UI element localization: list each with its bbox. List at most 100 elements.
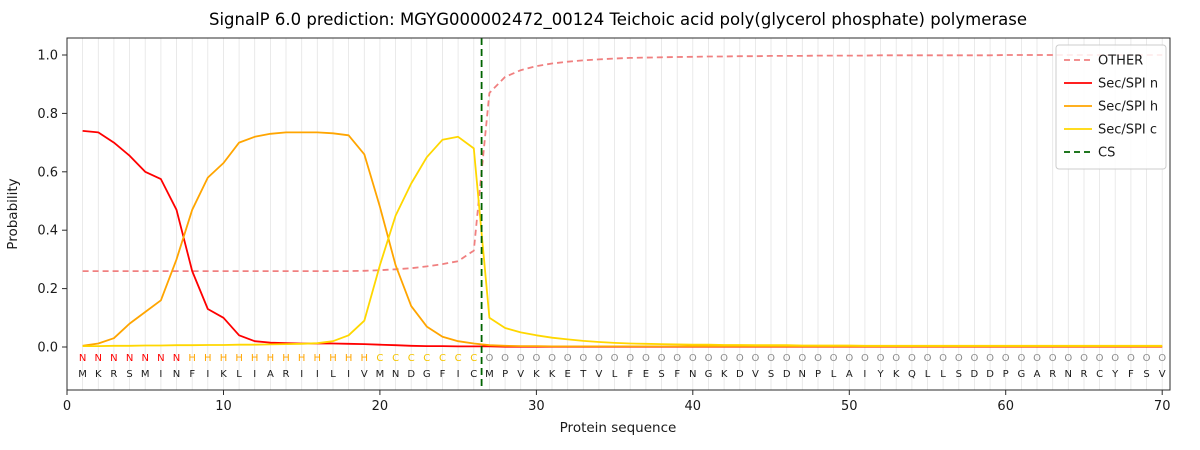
residue-letter: L (925, 369, 931, 380)
legend-box (1055, 44, 1167, 170)
region-letter: O (532, 353, 540, 364)
region-letter: O (767, 353, 775, 364)
region-letter: O (564, 353, 572, 364)
legend-label: Sec/SPI n (1098, 77, 1158, 92)
residue-letter: I (863, 369, 866, 380)
x-tick-label: 60 (997, 399, 1014, 414)
residue-letter: E (643, 369, 649, 380)
residue-letter: A (846, 369, 853, 380)
residue-letter: D (407, 369, 415, 380)
residue-letter: F (189, 369, 195, 380)
region-letter: O (783, 353, 791, 364)
y-axis-label: Probability (5, 178, 21, 249)
y-tick-label: 0.8 (37, 107, 58, 122)
series-line-sec-spi-h (82, 131, 1163, 348)
x-axis-label: Protein sequence (560, 420, 677, 436)
residue-letter: L (940, 369, 946, 380)
legend-label: CS (1098, 146, 1115, 161)
plot-title: SignalP 6.0 prediction: MGYG000002472_00… (209, 10, 1027, 30)
residue-letter: F (1128, 369, 1134, 380)
region-letter: C (423, 353, 430, 364)
region-letter: O (485, 353, 493, 364)
region-letter: O (517, 353, 525, 364)
residue-letter: R (1081, 369, 1088, 380)
region-letter: O (1017, 353, 1025, 364)
region-letter: H (329, 353, 337, 364)
residue-letter: Y (877, 369, 885, 380)
x-tick-label: 40 (685, 399, 702, 414)
residue-letter: D (986, 369, 994, 380)
residue-letter: N (1065, 369, 1072, 380)
legend: OTHER Sec/SPI n Sec/SPI h Sec/SPI c CS (1055, 44, 1167, 170)
residue-letter: C (1096, 369, 1103, 380)
residue-letter: I (300, 369, 303, 380)
residue-letter: K (220, 369, 227, 380)
residue-letter: G (1018, 369, 1026, 380)
region-letter: O (642, 353, 650, 364)
residue-letter: L (612, 369, 618, 380)
region-letter: O (845, 353, 853, 364)
region-letter: N (141, 353, 148, 364)
residue-letter: V (361, 369, 368, 380)
legend-label: OTHER (1098, 54, 1143, 69)
legend-label: Sec/SPI h (1098, 100, 1158, 115)
residue-letter: I (316, 369, 319, 380)
region-letter: O (720, 353, 728, 364)
region-letter: H (188, 353, 196, 364)
region-letter: H (267, 353, 275, 364)
residue-letter: T (579, 369, 587, 380)
region-letter: C (408, 353, 415, 364)
residue-letter: G (705, 369, 713, 380)
region-letter: O (736, 353, 744, 364)
residue-letter: V (595, 369, 602, 380)
residue-letter: S (658, 369, 664, 380)
residue-letter: K (533, 369, 540, 380)
residue-letter: G (423, 369, 431, 380)
region-letter: O (611, 353, 619, 364)
region-letter: H (251, 353, 259, 364)
residue-letter: I (206, 369, 209, 380)
residue-letter: M (78, 369, 87, 380)
region-letter: O (1049, 353, 1057, 364)
region-letter: O (1127, 353, 1135, 364)
residue-letter: S (768, 369, 774, 380)
series-line-other (82, 54, 1163, 273)
residue-letter: R (283, 369, 290, 380)
residue-letter: C (470, 369, 477, 380)
region-letter: H (235, 353, 243, 364)
region-letter: H (298, 353, 306, 364)
region-letter: O (986, 353, 994, 364)
residue-letter: A (1034, 369, 1041, 380)
residue-letter: Q (908, 369, 916, 380)
residue-letter: Y (1111, 369, 1119, 380)
region-letter: O (939, 353, 947, 364)
plot-frame (66, 37, 1171, 391)
residue-letter: D (783, 369, 791, 380)
residue-letter: N (689, 369, 696, 380)
x-tick-label: 0 (63, 399, 71, 414)
region-letter: N (126, 353, 133, 364)
region-letter: O (705, 353, 713, 364)
residue-letter: N (799, 369, 806, 380)
residue-letter: E (565, 369, 571, 380)
region-letter: C (439, 353, 446, 364)
x-tick-label: 50 (841, 399, 858, 414)
region-letter: O (501, 353, 509, 364)
residue-letter: A (267, 369, 274, 380)
region-letter: O (877, 353, 885, 364)
residue-letter: V (517, 369, 524, 380)
residue-letter: N (392, 369, 399, 380)
residue-letter: I (159, 369, 162, 380)
region-letter: O (955, 353, 963, 364)
region-letter: O (1080, 353, 1088, 364)
residue-letter: S (1143, 369, 1149, 380)
residue-letter: V (752, 369, 759, 380)
residue-letter: L (330, 369, 336, 380)
residue-letter: P (815, 369, 821, 380)
residue-letter: S (126, 369, 132, 380)
region-letter: O (892, 353, 900, 364)
region-letter: O (1096, 353, 1104, 364)
